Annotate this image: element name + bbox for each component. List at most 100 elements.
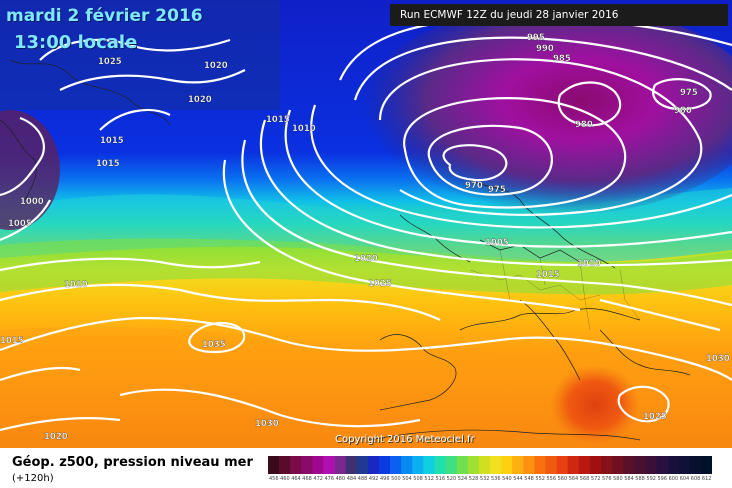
color-scale-label: 460 bbox=[280, 476, 290, 482]
borders bbox=[469, 249, 641, 331]
color-scale-label: 492 bbox=[368, 476, 379, 482]
model-run-label: Run ECMWF 12Z du jeudi 28 janvier 2016 bbox=[390, 4, 728, 26]
color-scale-swatch bbox=[601, 456, 613, 474]
color-scale-label: 476 bbox=[324, 476, 335, 482]
color-scale-label: 456 bbox=[269, 476, 279, 482]
color-scale-swatch bbox=[290, 456, 302, 474]
color-scale-swatch bbox=[501, 456, 513, 474]
isobar-label: 995 bbox=[527, 33, 545, 43]
legend-panel: Géop. z500, pression niveau mer (+120h) … bbox=[0, 448, 732, 488]
color-scale-swatch bbox=[645, 456, 657, 474]
color-scale-label: 600 bbox=[668, 476, 679, 482]
color-scale-swatch bbox=[656, 456, 668, 474]
color-scale-label: 564 bbox=[568, 476, 579, 482]
color-scale-label: 528 bbox=[468, 476, 479, 482]
low-pressure-west bbox=[0, 110, 60, 230]
color-scale-swatch bbox=[578, 456, 591, 474]
isobar-label: 1015 bbox=[100, 136, 124, 146]
color-scale-label: 516 bbox=[435, 476, 446, 482]
color-scale-label: 572 bbox=[590, 476, 601, 482]
color-scale-label: 508 bbox=[413, 476, 423, 482]
color-scale-label: 484 bbox=[346, 476, 357, 482]
color-scale-label: 500 bbox=[391, 476, 401, 482]
coastlines bbox=[0, 59, 691, 441]
color-scale-label: 596 bbox=[657, 476, 668, 482]
color-scale-swatch bbox=[556, 456, 568, 474]
color-scale-label: 568 bbox=[579, 476, 590, 482]
color-scale-swatch bbox=[534, 456, 546, 474]
isobar-label: 1020 bbox=[354, 254, 378, 264]
color-scale-label: 552 bbox=[535, 476, 545, 482]
color-scale-label: 580 bbox=[613, 476, 623, 482]
isobar-label: 1010 bbox=[64, 280, 88, 290]
color-scale-label: 480 bbox=[335, 476, 346, 482]
color-scale-swatch bbox=[345, 456, 358, 474]
color-scale-label: 532 bbox=[479, 476, 490, 482]
isobar-label: 1020 bbox=[44, 432, 68, 442]
color-scale-label: 488 bbox=[357, 476, 368, 482]
color-scale-swatch bbox=[667, 456, 679, 474]
color-scale-swatch bbox=[268, 456, 280, 474]
color-scale-swatch bbox=[678, 456, 691, 474]
color-scale-label: 556 bbox=[546, 476, 557, 482]
isobar-label: 975 bbox=[680, 88, 698, 98]
copyright: Copyright 2016 Meteociel.fr bbox=[335, 434, 475, 445]
color-scale-label: 588 bbox=[635, 476, 645, 482]
color-scale-label: 584 bbox=[624, 476, 634, 482]
color-scale-label: 536 bbox=[491, 476, 501, 482]
color-scale-swatch bbox=[478, 456, 491, 474]
color-scale-swatch bbox=[401, 456, 413, 474]
color-scale-label: 612 bbox=[701, 476, 712, 482]
color-scale-swatch bbox=[323, 456, 335, 474]
color-scale-label: 560 bbox=[557, 476, 568, 482]
isobar-label: 1000 bbox=[20, 197, 44, 207]
color-scale-swatch bbox=[623, 456, 635, 474]
color-scale-swatch bbox=[434, 456, 446, 474]
color-scale-swatch bbox=[589, 456, 602, 474]
isobar-label: 1005 bbox=[485, 238, 509, 248]
color-scale-swatch bbox=[423, 456, 435, 474]
color-scale-swatch bbox=[456, 456, 469, 474]
color-scale-swatch bbox=[467, 456, 480, 474]
forecast-range: (+120h) bbox=[12, 473, 54, 484]
color-scale-swatch bbox=[412, 456, 424, 474]
isobar-label: 1020 bbox=[188, 95, 212, 105]
color-scale-swatch bbox=[379, 456, 391, 474]
color-scale-swatch bbox=[390, 456, 402, 474]
color-scale bbox=[268, 456, 712, 474]
color-scale-swatch bbox=[700, 456, 712, 474]
isobar-label: 1030 bbox=[255, 419, 279, 429]
color-scale-swatch bbox=[490, 456, 502, 474]
color-scale-label: 604 bbox=[679, 476, 690, 482]
forecast-date: mardi 2 février 2016 bbox=[6, 6, 203, 26]
isobar-label: 1030 bbox=[706, 354, 730, 364]
isobar-label: 1020 bbox=[204, 61, 228, 71]
isobar-label: 970 bbox=[465, 181, 483, 191]
legend-title: Géop. z500, pression niveau mer bbox=[12, 455, 253, 470]
color-scale-swatch bbox=[301, 456, 313, 474]
color-scale-swatch bbox=[334, 456, 346, 474]
color-scale-label: 512 bbox=[424, 476, 434, 482]
color-scale-swatch bbox=[312, 456, 324, 474]
color-scale-label: 576 bbox=[602, 476, 612, 482]
color-scale-label: 540 bbox=[502, 476, 512, 482]
color-scale-label: 524 bbox=[457, 476, 468, 482]
color-scale-swatch bbox=[634, 456, 646, 474]
isobar-label: 975 bbox=[488, 185, 506, 195]
color-scale-swatch bbox=[689, 456, 702, 474]
isobar-label: 1025 bbox=[368, 279, 392, 289]
color-scale-label: 504 bbox=[402, 476, 412, 482]
isobar-label: 1015 bbox=[536, 270, 560, 280]
isobar-label: 1005 bbox=[8, 219, 32, 229]
color-scale-swatch bbox=[612, 456, 624, 474]
isobar-label: 1010 bbox=[292, 124, 316, 134]
isobar-label: 985 bbox=[553, 54, 571, 64]
color-scale-label: 496 bbox=[380, 476, 390, 482]
weather-map: 1025 1020 1020 1015 1010 1015 1015 1000 … bbox=[0, 0, 732, 448]
color-scale-swatch bbox=[445, 456, 457, 474]
color-scale-swatch bbox=[545, 456, 557, 474]
isobar-label: 1015 bbox=[96, 159, 120, 169]
low-pressure-area bbox=[360, 5, 732, 215]
color-scale-label: 472 bbox=[313, 476, 323, 482]
z500-band-orange bbox=[0, 326, 732, 448]
